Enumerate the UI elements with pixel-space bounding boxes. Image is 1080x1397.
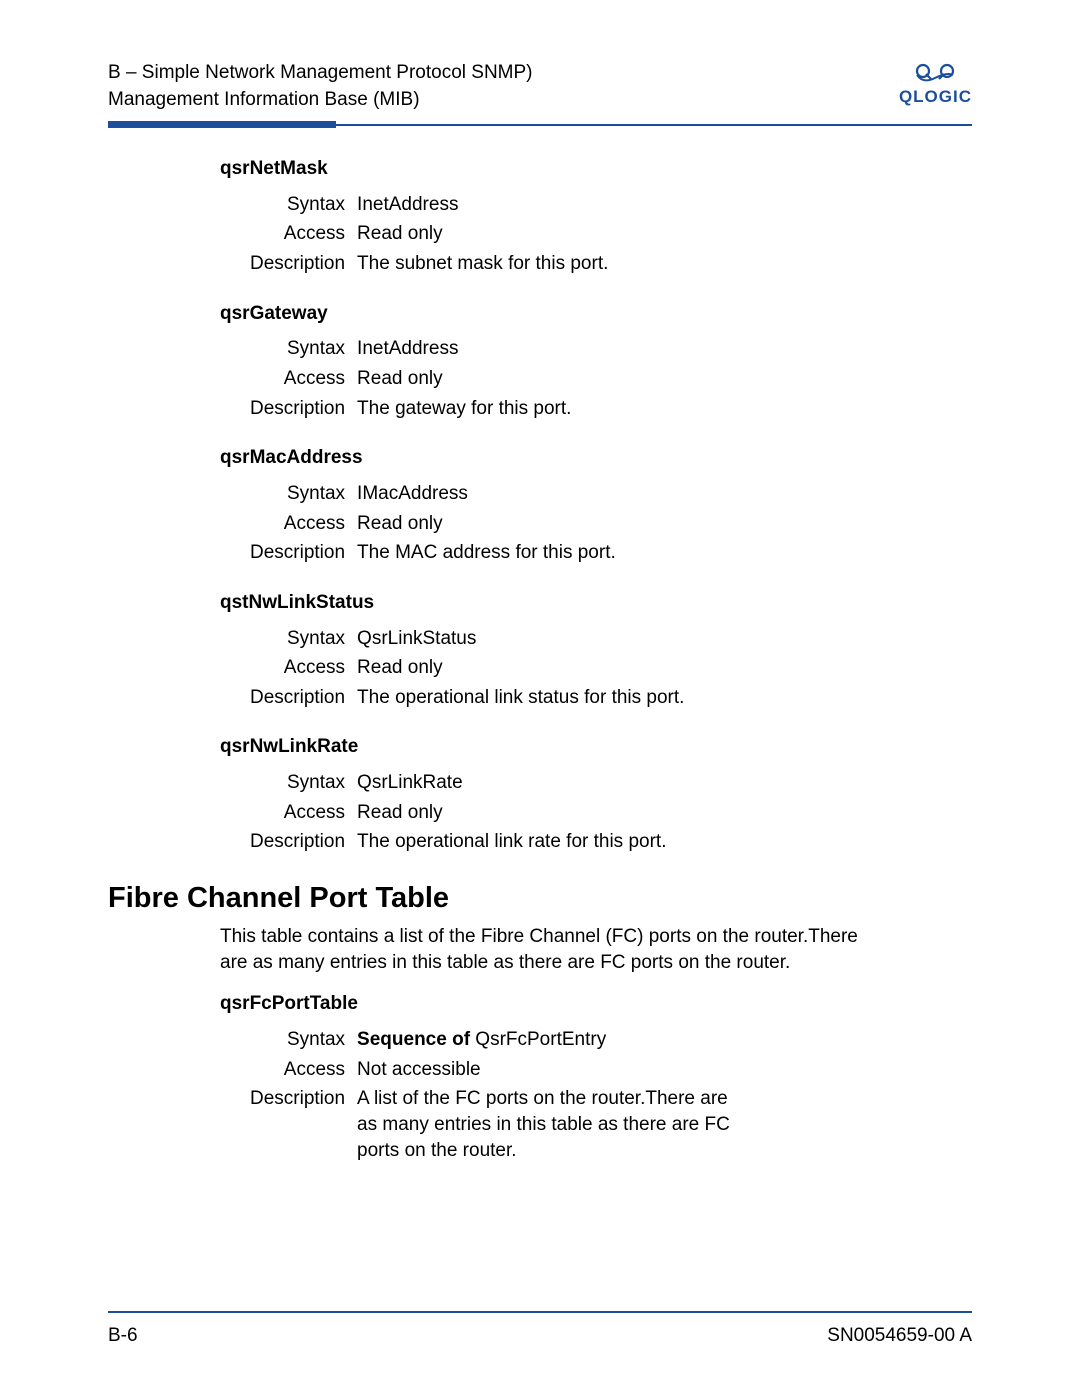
content: qsrNetMask SyntaxInetAddress AccessRead … (108, 156, 972, 1165)
mib-object-table: SyntaxInetAddress AccessRead only Descri… (250, 190, 608, 279)
value-syntax: InetAddress (357, 190, 608, 220)
label-description: Description (250, 394, 357, 424)
label-access: Access (250, 509, 357, 539)
header-rule-thick (108, 121, 336, 128)
page-footer: B-6 SN0054659-00 A (108, 1311, 972, 1349)
value-syntax: IMacAddress (357, 479, 616, 509)
mib-object-name: qstNwLinkStatus (220, 590, 972, 616)
qlogic-logo-text: QLOGIC (899, 86, 972, 109)
label-syntax: Syntax (250, 190, 357, 220)
value-syntax: InetAddress (357, 334, 571, 364)
label-syntax: Syntax (250, 479, 357, 509)
value-access: Read only (357, 653, 684, 683)
mib-object-table: SyntaxInetAddress AccessRead only Descri… (250, 334, 571, 423)
label-access: Access (250, 364, 357, 394)
value-access: Read only (357, 364, 571, 394)
mib-object-table: SyntaxQsrLinkRate AccessRead only Descri… (250, 768, 666, 857)
label-access: Access (250, 1055, 357, 1085)
footer-doc-id: SN0054659-00 A (827, 1323, 972, 1349)
label-description: Description (250, 827, 357, 857)
header-line-1: B – Simple Network Management Protocol S… (108, 60, 533, 87)
section-heading: Fibre Channel Port Table (108, 879, 972, 918)
page: B – Simple Network Management Protocol S… (0, 0, 1080, 1397)
label-description: Description (250, 249, 357, 279)
value-description: The operational link status for this por… (357, 683, 684, 713)
mib-object: qsrFcPortTable Syntax Sequence of QsrFcP… (220, 991, 972, 1165)
value-syntax: QsrLinkRate (357, 768, 666, 798)
mib-object-table: SyntaxIMacAddress AccessRead only Descri… (250, 479, 616, 568)
value-description: A list of the FC ports on the router.The… (357, 1084, 737, 1165)
mib-object: qsrGateway SyntaxInetAddress AccessRead … (220, 301, 972, 424)
label-syntax: Syntax (250, 624, 357, 654)
label-access: Access (250, 798, 357, 828)
label-syntax: Syntax (250, 334, 357, 364)
mib-object: qsrNetMask SyntaxInetAddress AccessRead … (220, 156, 972, 279)
value-access: Read only (357, 798, 666, 828)
header-title-block: B – Simple Network Management Protocol S… (108, 60, 533, 113)
label-syntax: Syntax (250, 768, 357, 798)
mib-object-table: Syntax Sequence of QsrFcPortEntry Access… (250, 1025, 737, 1165)
header-line-2: Management Information Base (MIB) (108, 87, 533, 114)
syntax-bold: Sequence of (357, 1029, 475, 1050)
mib-object-name: qsrNetMask (220, 156, 972, 182)
footer-page-num: B-6 (108, 1323, 138, 1349)
page-header: B – Simple Network Management Protocol S… (108, 60, 972, 113)
label-syntax: Syntax (250, 1025, 357, 1055)
value-access: Read only (357, 219, 608, 249)
value-description: The MAC address for this port. (357, 538, 616, 568)
value-access: Not accessible (357, 1055, 737, 1085)
value-description: The gateway for this port. (357, 394, 571, 424)
mib-object: qsrNwLinkRate SyntaxQsrLinkRate AccessRe… (220, 734, 972, 857)
value-description: The operational link rate for this port. (357, 827, 666, 857)
section-paragraph: This table contains a list of the Fibre … (220, 924, 860, 975)
syntax-rest: QsrFcPortEntry (475, 1029, 606, 1050)
mib-object: qsrMacAddress SyntaxIMacAddress AccessRe… (220, 445, 972, 568)
label-access: Access (250, 653, 357, 683)
mib-object-name: qsrMacAddress (220, 445, 972, 471)
label-access: Access (250, 219, 357, 249)
mib-object-name: qsrFcPortTable (220, 991, 972, 1017)
qlogic-logo-icon (909, 60, 961, 84)
header-rule-thin (336, 121, 972, 126)
label-description: Description (250, 1084, 357, 1165)
mib-object: qstNwLinkStatus SyntaxQsrLinkStatus Acce… (220, 590, 972, 713)
value-syntax: QsrLinkStatus (357, 624, 684, 654)
mib-object-name: qsrNwLinkRate (220, 734, 972, 760)
label-description: Description (250, 683, 357, 713)
header-rule (108, 121, 972, 128)
label-description: Description (250, 538, 357, 568)
value-syntax: Sequence of QsrFcPortEntry (357, 1025, 737, 1055)
mib-object-name: qsrGateway (220, 301, 972, 327)
value-access: Read only (357, 509, 616, 539)
mib-object-table: SyntaxQsrLinkStatus AccessRead only Desc… (250, 624, 684, 713)
qlogic-logo: QLOGIC (899, 60, 972, 109)
value-description: The subnet mask for this port. (357, 249, 608, 279)
